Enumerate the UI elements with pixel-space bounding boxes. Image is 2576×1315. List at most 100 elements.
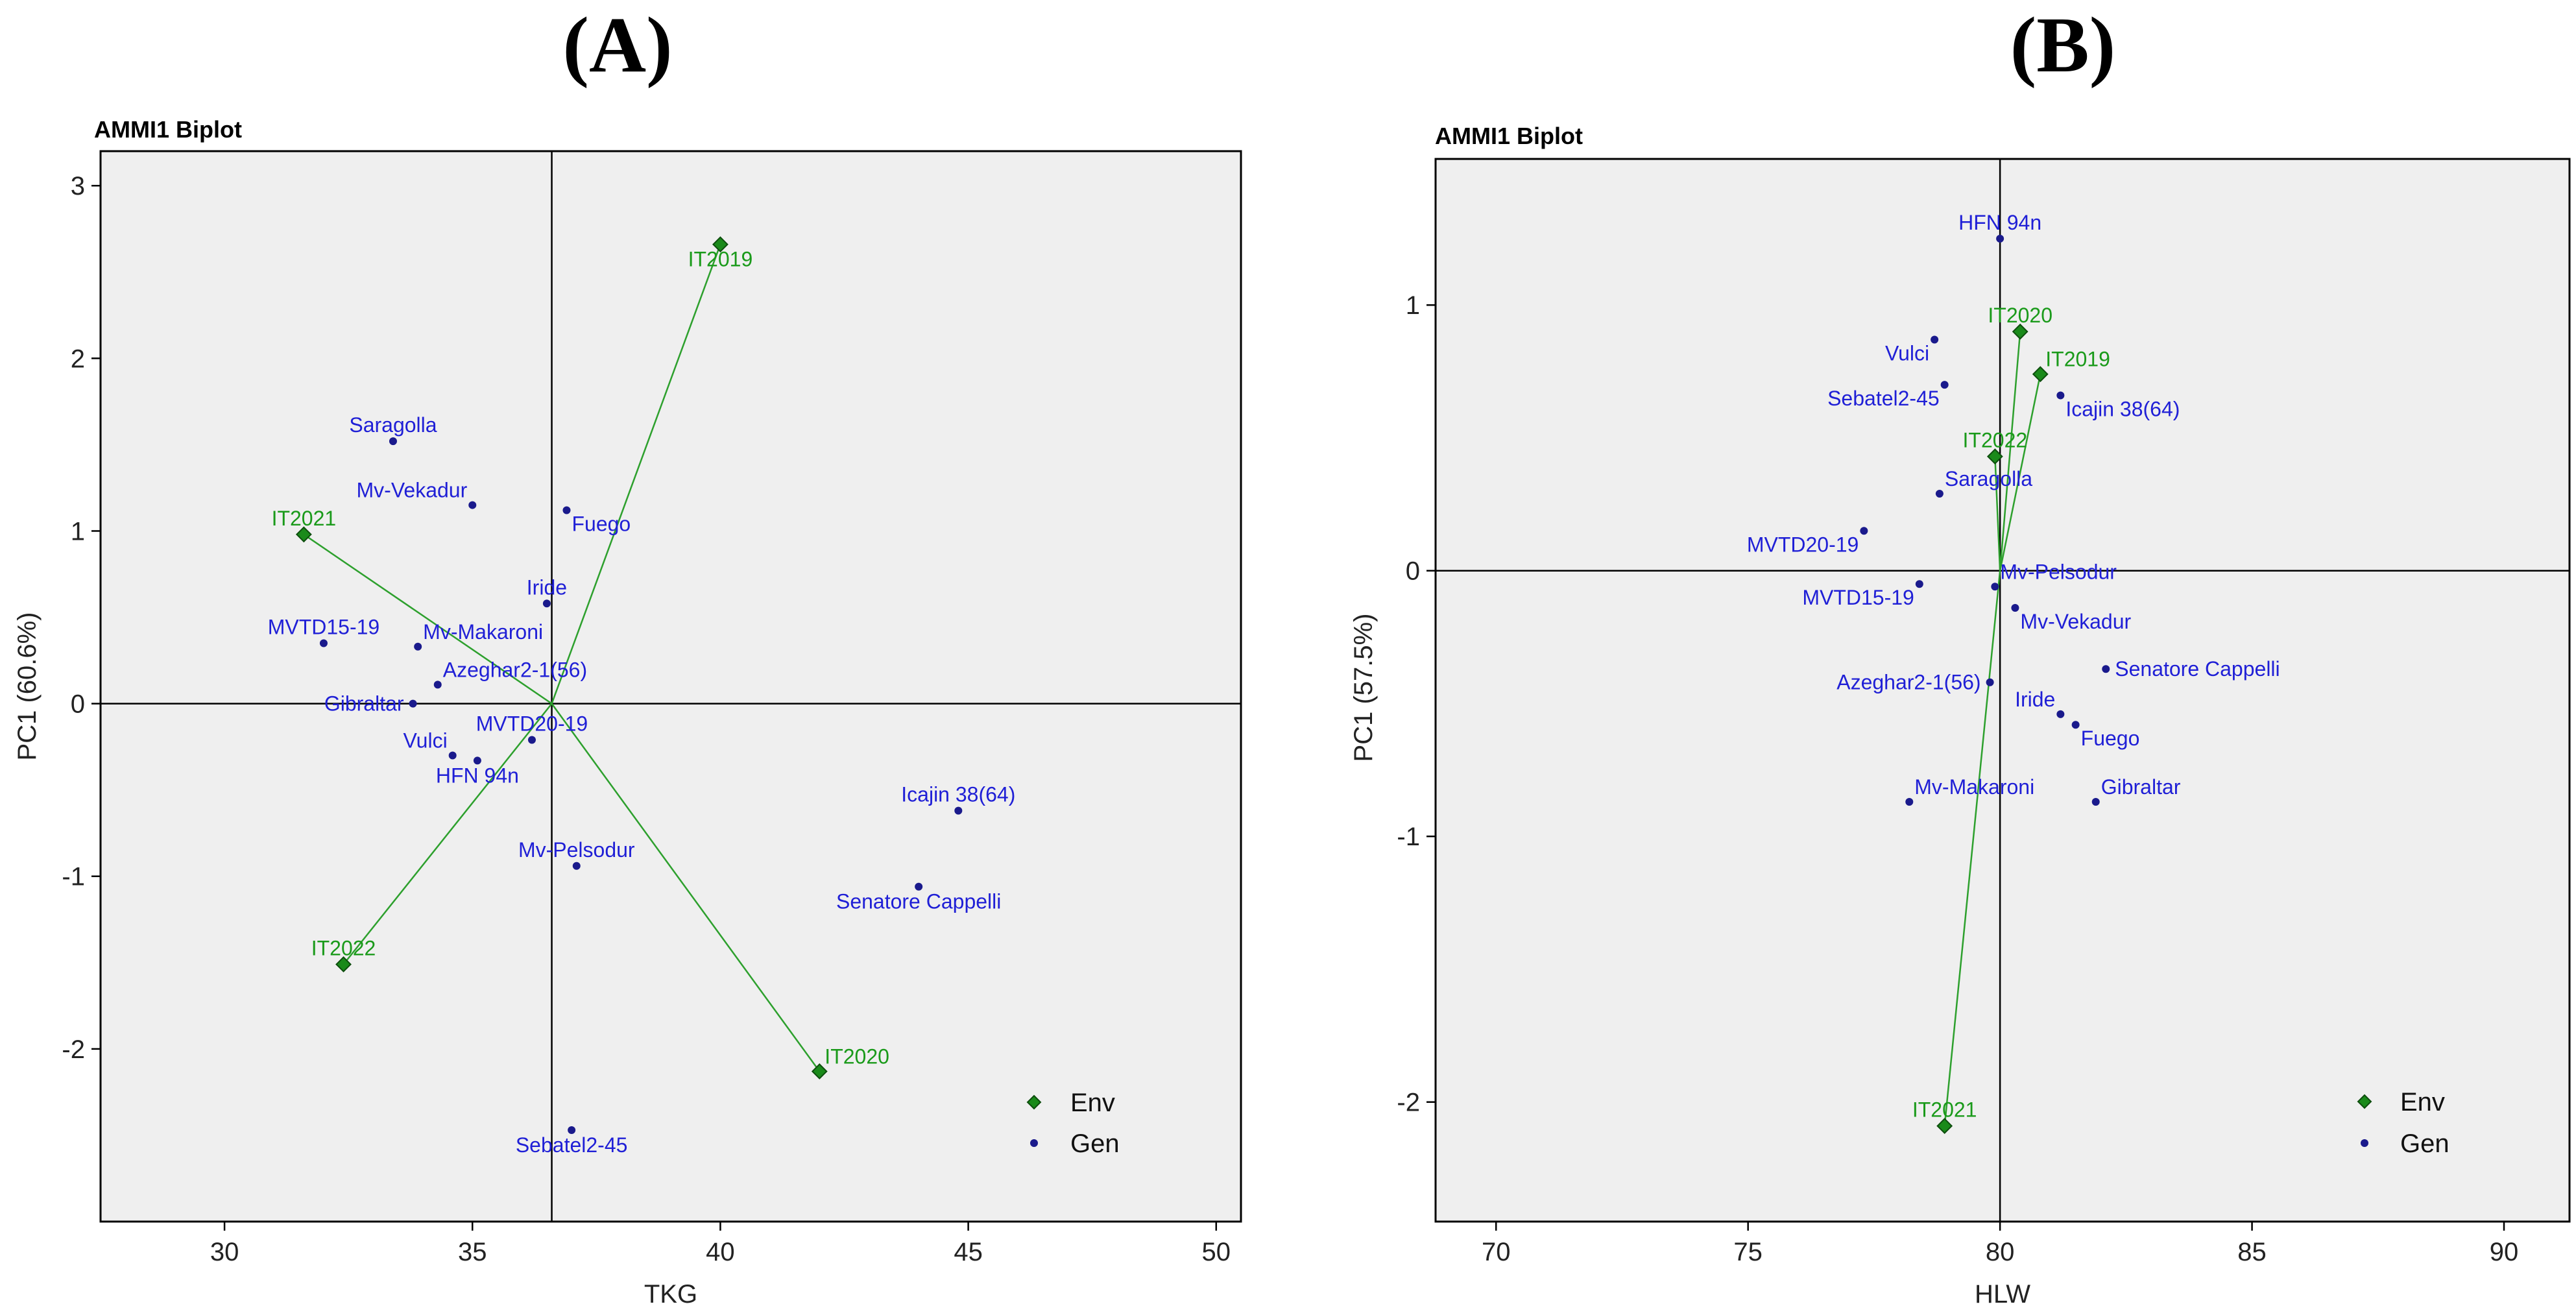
legend-gen-label: Gen [1070,1129,1120,1158]
plot-title: AMMI1 Biplot [1435,123,1583,149]
gen-point [2071,721,2080,729]
gen-point [319,639,328,647]
gen-point [572,862,581,870]
gen-point [954,806,963,815]
x-tick-label: 35 [458,1238,487,1266]
y-tick-label: 1 [71,517,85,546]
env-vector-it2021 [303,533,553,705]
gen-label: MVTD15-19 [1802,586,1914,609]
panel-label: (B) [2010,1,2116,89]
legend-env-marker [2357,1094,2372,1109]
gen-label: Iride [527,575,567,599]
env-vector-it2022 [1994,456,2001,571]
panel-b: (B) AMMI1 Biplot 70 75 80 85 90 -2 -1 0 1 HFN 9… [1349,1,2571,1309]
environment-points: IT2019 IT2021 IT2022 IT2020 [272,236,889,1080]
gen-point [2091,797,2100,806]
gen-label: Mv-Vekadur [357,479,468,502]
y-tick-label: 0 [71,690,85,719]
gen-point [568,1126,576,1134]
gen-label: Senatore Cappelli [2115,657,2280,681]
genotype-points: HFN 94n Vulci Sebatel2-45 Icajin 38(64) Sara… [1747,211,2280,806]
x-tick-label: 90 [2490,1238,2519,1266]
gen-point [468,501,477,509]
legend-env-label: Env [1070,1089,1115,1117]
y-tick-label: 0 [1406,557,1420,586]
gen-label: Icajin 38(64) [901,783,1015,806]
gen-point [2011,604,2019,612]
gen-point [1935,489,1944,498]
y-tick-label: 1 [1406,291,1420,320]
env-label: IT2020 [1988,304,2052,327]
x-tick-label: 70 [1482,1238,1511,1266]
env-point [1936,1118,1953,1134]
x-tick-label: 75 [1733,1238,1763,1266]
gen-point [1996,234,2004,243]
gen-label: Mv-Pelsodur [518,838,635,862]
legend-gen-marker [1030,1139,1038,1147]
x-axis-label: TKG [644,1280,697,1309]
y-tick-label: 2 [71,344,85,373]
gen-point [409,699,417,708]
gen-label: Fuego [572,513,631,536]
env-label: IT2020 [825,1044,889,1068]
plot-area [1434,158,2571,1223]
env-vectors [303,244,821,1072]
gen-label: Saragolla [1945,467,2032,490]
env-vector-it2020 [551,703,821,1072]
env-point [712,236,728,253]
gen-point [1986,678,1994,686]
panel-label: (A) [562,1,672,89]
gen-label: MVTD15-19 [268,615,380,638]
gen-point [2102,665,2110,673]
env-label: IT2022 [311,936,376,959]
x-axis-ticks: 70 75 80 85 90 [1482,1222,2518,1266]
gen-point [527,736,536,744]
legend-env-marker [1026,1094,1042,1110]
gen-label: MVTD20-19 [476,712,588,736]
gen-label: Mv-Vekadur [2020,610,2131,633]
gen-label: Vulci [403,729,448,752]
y-axis-ticks: -2 -1 0 1 [1397,291,1436,1117]
env-label: IT2021 [1912,1098,1977,1122]
gen-point [448,751,457,760]
plot-title: AMMI1 Biplot [94,116,242,143]
y-tick-label: 3 [71,172,85,200]
gen-label: MVTD20-19 [1747,533,1859,556]
gen-label: Azeghar2-1(56) [443,658,587,681]
x-tick-label: 40 [706,1238,735,1266]
gen-point [1860,527,1868,535]
gen-label: Gibraltar [324,692,404,716]
origin-lines [101,151,1241,1222]
env-vector-it2019 [551,244,721,705]
gen-point [915,882,923,891]
gen-point [1931,335,1939,344]
legend: Env Gen [2357,1088,2450,1158]
gen-label: Icajin 38(64) [2065,397,2180,420]
gen-label: Azeghar2-1(56) [1836,671,1980,694]
legend-env-label: Env [2400,1088,2445,1116]
gen-label: Vulci [1885,341,1929,365]
gen-point [473,756,481,765]
legend-gen-marker [2361,1139,2368,1147]
env-point [1986,448,2003,465]
x-axis-label: HLW [1975,1280,2030,1309]
gen-label: Fuego [2081,727,2140,750]
env-point [2032,366,2049,383]
env-vector-it2020 [1999,332,2021,571]
y-tick-label: -2 [62,1035,85,1064]
gen-label: Sebatel2-45 [1827,387,1940,410]
legend: Env Gen [1026,1089,1120,1158]
env-point [811,1063,828,1080]
gen-label: Iride [2015,688,2055,711]
gen-label: HFN 94n [436,764,519,787]
env-point [295,526,312,543]
env-point [2012,323,2028,340]
legend-gen-label: Gen [2400,1129,2450,1158]
env-label: IT2019 [2045,348,2110,371]
env-vector-it2022 [343,703,553,965]
y-tick-label: -1 [1397,823,1420,851]
gen-point [389,437,397,446]
x-tick-label: 85 [2237,1238,2267,1266]
genotype-points: Saragolla Mv-Vekadur Fuego Iride MVTD15-19 Mv… [268,413,1016,1157]
